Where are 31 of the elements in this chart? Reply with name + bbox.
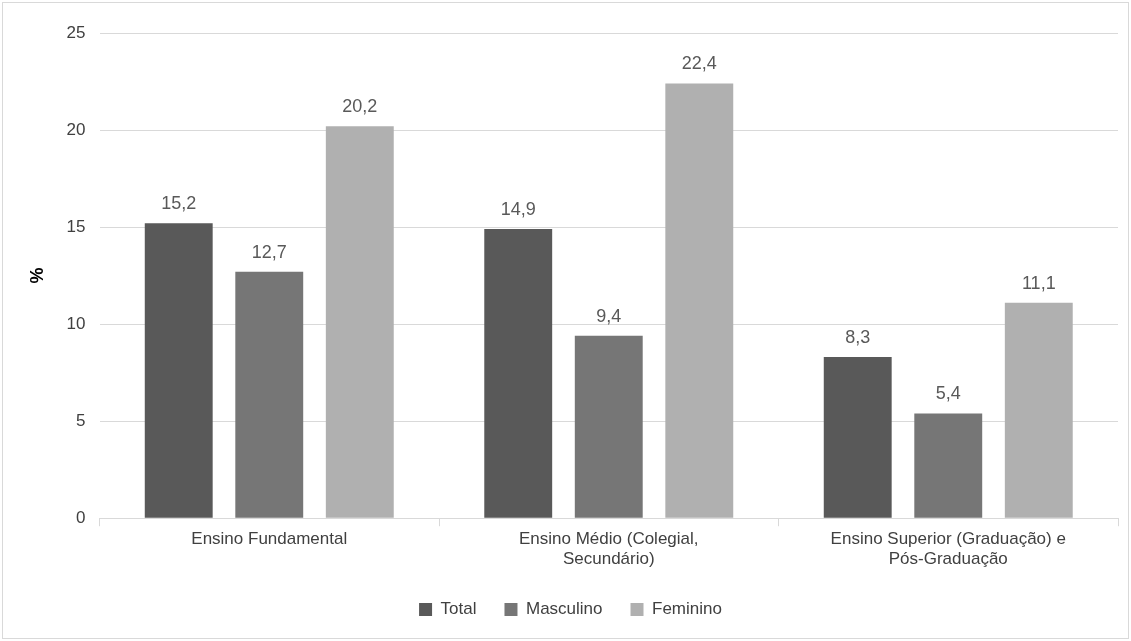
data-label: 22,4 <box>681 53 717 74</box>
bar <box>235 271 304 518</box>
legend-label: Masculino <box>525 599 603 619</box>
data-label: 15,2 <box>161 193 197 214</box>
bar <box>823 357 892 518</box>
y-tick-label: 25 <box>66 22 86 42</box>
bar <box>914 413 983 518</box>
y-tick-label: 0 <box>76 507 86 527</box>
data-label: 9,4 <box>596 305 622 326</box>
legend-label: Total <box>440 599 477 619</box>
data-label: 5,4 <box>935 383 961 404</box>
data-label: 12,7 <box>251 241 287 262</box>
data-label: 11,1 <box>1021 272 1056 293</box>
bar <box>484 229 553 518</box>
bar <box>574 335 643 518</box>
x-tick-label: Ensino Fundamental <box>191 529 348 549</box>
y-tick-label: 10 <box>66 313 86 333</box>
legend-label: Feminino <box>652 599 722 619</box>
bar <box>325 126 394 518</box>
x-tick-label: Ensino Superior (Graduação) e Pós-Graduação <box>830 529 1066 569</box>
data-label: 20,2 <box>342 96 378 117</box>
y-tick-label: 5 <box>76 410 86 430</box>
y-tick-label: 15 <box>66 216 86 236</box>
bar <box>1004 302 1073 518</box>
y-tick-label: 20 <box>66 119 86 139</box>
bar <box>665 83 734 518</box>
data-label: 14,9 <box>500 198 536 219</box>
x-tick-label: Ensino Médio (Colegial, Secundário) <box>518 529 699 569</box>
y-axis-title: % <box>26 267 47 284</box>
data-label: 8,3 <box>845 327 871 348</box>
bar <box>144 223 213 518</box>
